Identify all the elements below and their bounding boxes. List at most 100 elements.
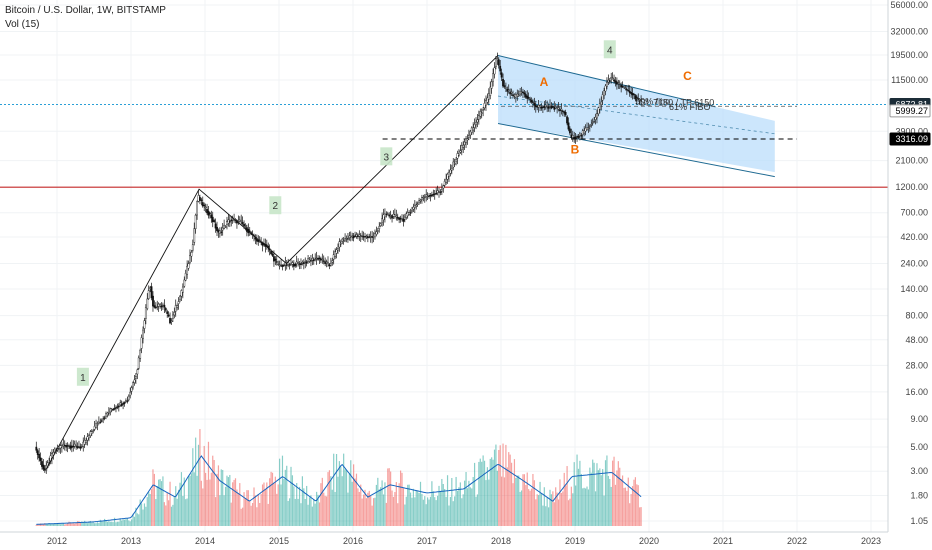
volume-bar — [209, 479, 211, 526]
volume-bar — [101, 520, 103, 526]
volume-bar — [163, 502, 165, 526]
candle-body — [120, 403, 123, 406]
volume-bar — [640, 507, 642, 526]
volume-bar — [166, 492, 168, 526]
candle-body — [231, 219, 234, 221]
candle-body — [547, 106, 550, 109]
volume-bar — [539, 481, 541, 526]
volume-bar — [38, 524, 40, 526]
volume-bar — [89, 520, 91, 526]
candle-body — [553, 106, 556, 110]
candle-body — [327, 262, 329, 264]
symbol-title[interactable]: Bitcoin / U.S. Dollar, 1W, BITSTAMP — [5, 5, 166, 16]
volume-bar — [49, 523, 52, 526]
volume-bar — [310, 495, 312, 526]
volume-bar — [115, 522, 117, 526]
volume-bar — [441, 478, 443, 526]
candle-body — [230, 219, 233, 222]
volume-bar — [202, 488, 204, 526]
candle-body — [590, 124, 593, 126]
price-tick-label: 80.00 — [905, 311, 928, 321]
candle-body — [614, 80, 617, 83]
channel-lower-line — [497, 122, 775, 178]
candle-body — [368, 236, 371, 238]
volume-bar — [442, 483, 444, 526]
volume-bar — [353, 464, 355, 526]
volume-bar — [529, 490, 531, 526]
candle-body — [615, 81, 618, 85]
price-tick-label: 9.00 — [910, 414, 928, 424]
time-axis[interactable]: 2012 2013 2014 2015 2016 2017 2018 2019 2020 2021… — [0, 531, 888, 546]
candle-body — [348, 235, 351, 238]
volume-bar — [116, 521, 118, 526]
volume-bar — [303, 488, 305, 526]
volume-bar — [266, 482, 268, 526]
volume-bar — [280, 484, 282, 526]
volume-bar — [308, 497, 311, 526]
volume-bar — [165, 505, 167, 526]
volume-bar — [297, 498, 299, 526]
candle-body — [510, 92, 513, 94]
candle-body — [537, 104, 540, 108]
volume-bar — [365, 498, 368, 526]
volume-bar — [207, 441, 210, 526]
candle-body — [354, 235, 356, 237]
volume-bar — [344, 469, 346, 526]
volume-bar — [597, 470, 599, 526]
price-tick-label: 16.00 — [905, 387, 928, 397]
candle-body — [42, 464, 45, 470]
candle-body — [347, 238, 349, 240]
volume-bar — [251, 502, 254, 526]
volume-bar — [508, 452, 510, 526]
annotation-text: 50% fibo — [635, 97, 670, 107]
volume-bar — [627, 477, 629, 526]
volume-bar — [589, 467, 591, 526]
volume-bar — [593, 462, 595, 526]
volume-bar — [153, 473, 155, 526]
price-tag: 5999.27 — [889, 104, 931, 118]
volume-bar — [476, 494, 479, 526]
volume-bar — [334, 491, 336, 526]
volume-bar — [338, 461, 340, 526]
volume-bar — [576, 454, 578, 526]
trend-channel[interactable] — [497, 55, 775, 178]
candle-body — [418, 200, 420, 203]
candle-body — [312, 259, 315, 262]
volume-bar — [626, 490, 628, 526]
candle-body — [69, 445, 72, 449]
elliott-wave-lines[interactable] — [45, 55, 499, 470]
price-tick-label: 700.00 — [900, 208, 928, 218]
candle-body — [285, 264, 288, 266]
candle-body — [567, 122, 570, 130]
candle-body — [180, 290, 183, 297]
volume-bar — [402, 488, 405, 526]
time-tick-label: 2013 — [121, 536, 141, 546]
candle-body — [577, 135, 580, 138]
candle-body — [123, 402, 126, 404]
volume-bar — [172, 504, 174, 526]
volume-bar — [345, 470, 348, 526]
volume-bar — [549, 489, 551, 526]
price-candles — [35, 52, 642, 474]
time-tick-label: 2016 — [343, 536, 363, 546]
volume-bar — [92, 521, 94, 526]
volume-bar — [422, 499, 424, 526]
price-axis[interactable]: 56000.00 32000.00 19500.00 11500.00 3900.00 2… — [887, 0, 932, 550]
wave-label-box — [76, 367, 89, 386]
volume-indicator-label[interactable]: Vol (15) — [5, 19, 40, 30]
candle-body — [421, 197, 423, 200]
volume-bar — [175, 486, 177, 526]
volume-bar — [354, 478, 356, 526]
volume-bar — [397, 503, 399, 526]
candle-body — [243, 223, 245, 227]
volume-bar — [108, 521, 110, 526]
volume-bar — [425, 504, 427, 526]
volume-bar — [236, 489, 238, 526]
volume-bar — [580, 473, 582, 526]
volume-bar — [553, 502, 555, 526]
volume-bar — [451, 478, 453, 526]
volume-bar — [629, 503, 631, 526]
volume-bar — [239, 483, 241, 526]
